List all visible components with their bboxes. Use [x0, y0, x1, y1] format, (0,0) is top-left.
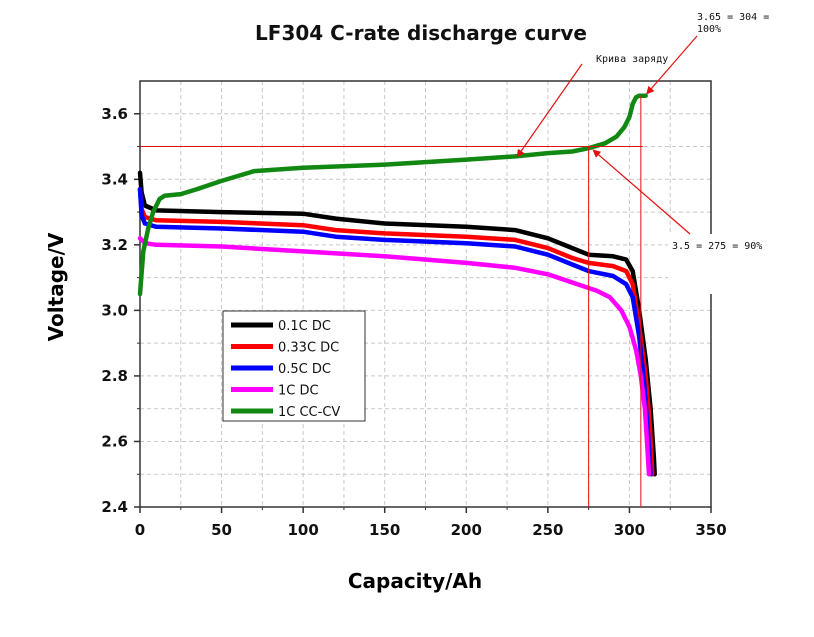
series-line-4	[137, 236, 652, 477]
y-axis-ticks: 2.4 2.6 2.8 3.0 3.2 3.4 3.6	[101, 105, 140, 516]
annotation-arrow-90-percent	[592, 149, 691, 235]
chart-title: LF304 C-rate discharge curve	[255, 21, 587, 45]
annotations: Крива заряду 3.65 = 304 =100% 3.5 = 275 = …	[516, 12, 788, 294]
annotation-full-charge-line-1: 3.65 = 304 =	[697, 12, 769, 23]
y-axis-label: Voltage/V	[44, 232, 68, 341]
annotation-arrow-charge-curve	[516, 63, 583, 158]
legend-label-3: 0.5C DC	[278, 362, 331, 377]
annotation-90-percent: 3.5 = 275 = 90%	[672, 241, 762, 252]
x-tick-label: 50	[211, 521, 232, 539]
x-tick-label: 0	[135, 521, 145, 539]
legend: 0.1C DC 0.33C DC 0.5C DC 1C DC 1C CC-CV	[222, 310, 366, 422]
reference-lines	[140, 95, 643, 507]
legend-label-1: 0.1C DC	[278, 319, 331, 334]
x-tick-label: 100	[287, 521, 318, 539]
y-tick-label: 2.4	[101, 498, 128, 516]
y-tick-label: 3.4	[101, 170, 128, 188]
x-tick-label: 150	[369, 521, 400, 539]
annotation-full-charge-line-2: 100%	[697, 24, 721, 35]
series-line-2	[137, 186, 655, 477]
annotation-90-background	[668, 234, 788, 294]
series-line-3	[137, 186, 653, 477]
annotation-charge-curve: Крива заряду	[596, 54, 668, 65]
y-tick-label: 3.2	[101, 236, 128, 254]
x-axis-label: Capacity/Ah	[348, 569, 482, 593]
y-tick-label: 3.6	[101, 105, 128, 123]
y-tick-label: 2.6	[101, 432, 128, 450]
series-line-5	[137, 93, 648, 297]
y-tick-label: 2.8	[101, 367, 128, 385]
annotation-arrow-full-charge	[646, 35, 698, 95]
x-tick-label: 250	[532, 521, 563, 539]
x-tick-label: 350	[695, 521, 726, 539]
grid-lines	[140, 81, 711, 507]
y-tick-label: 3.0	[101, 301, 128, 319]
x-axis-ticks: 0 50 100 150 200 250 300 350	[135, 507, 727, 539]
x-tick-label: 200	[451, 521, 482, 539]
series-lines	[137, 93, 657, 477]
legend-label-5: 1C CC-CV	[278, 405, 340, 420]
legend-label-4: 1C DC	[278, 384, 319, 399]
series-line-1	[137, 170, 657, 477]
x-tick-label: 300	[614, 521, 645, 539]
legend-label-2: 0.33C DC	[278, 341, 339, 356]
